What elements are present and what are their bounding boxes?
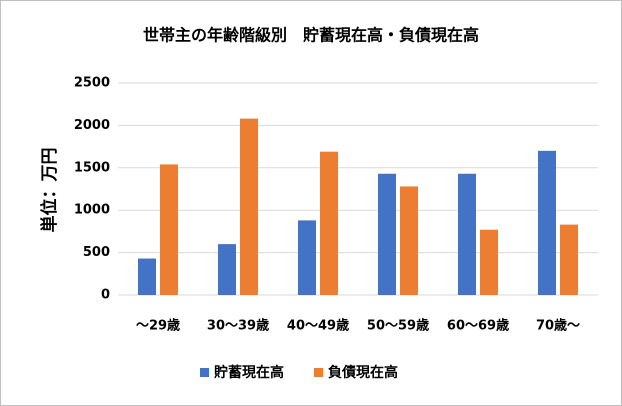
bar [458, 173, 476, 295]
y-tick-label: 0 [101, 288, 110, 303]
y-axis-label: 単位：万円 [39, 148, 60, 233]
chart-title: 世帯主の年齢階級別 貯蓄現在高・負債現在高 [143, 26, 479, 45]
bar [560, 224, 578, 295]
x-tick-label: 50～59歳 [367, 318, 429, 334]
bar [298, 220, 316, 295]
bar [400, 186, 418, 295]
bar [240, 118, 258, 295]
bar [480, 229, 498, 295]
legend-label: 負債現在高 [328, 364, 398, 381]
x-tick-label: 60～69歳 [447, 318, 509, 334]
x-tick-label: ～29歳 [136, 318, 180, 334]
legend-swatch [314, 368, 323, 377]
legend-swatch [200, 368, 209, 377]
y-tick-label: 1500 [74, 160, 110, 175]
bar [218, 244, 236, 295]
y-tick-label: 1000 [74, 203, 110, 218]
x-tick-label: 70歳～ [536, 318, 580, 334]
y-tick-label: 2000 [74, 118, 110, 133]
bar [160, 164, 178, 295]
bar [138, 258, 156, 295]
y-tick-label: 500 [83, 245, 110, 260]
bar [320, 151, 338, 295]
y-tick-label: 2500 [74, 76, 110, 91]
bar [378, 173, 396, 295]
x-tick-label: 30～39歳 [207, 318, 269, 334]
legend-label: 貯蓄現在高 [214, 364, 284, 381]
bar [538, 150, 556, 295]
x-tick-label: 40～49歳 [287, 318, 349, 334]
